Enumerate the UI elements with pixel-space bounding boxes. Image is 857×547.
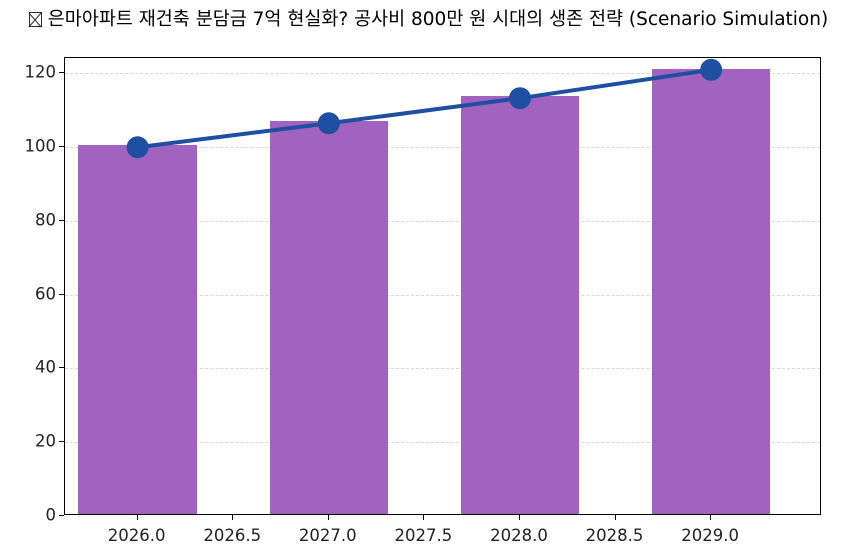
y-tick-label: 0 [45,505,57,525]
y-tick-label: 20 [35,431,56,451]
x-tick-mark [423,515,425,520]
x-tick-mark [327,515,329,520]
bar [78,145,197,514]
y-tick-label: 100 [24,136,57,156]
x-tick-label: 2027.5 [394,526,453,545]
x-tick-mark [518,515,520,520]
gridline [65,368,820,370]
y-tick-mark [59,72,64,74]
chart-title: 은마아파트 재건축 분담금 7억 현실화? 공사비 800만 원 시대의 생존 … [0,0,857,40]
y-tick-mark [59,293,64,295]
plot-area [64,57,821,515]
x-axis-tick-marks [64,515,821,521]
y-tick-mark [59,515,64,516]
x-tick-label: 2028.0 [490,526,548,545]
gridline [65,294,820,296]
y-tick-mark [59,146,64,148]
y-tick-label: 120 [24,62,57,82]
y-tick-mark [59,441,64,443]
bar [460,96,580,514]
bar [269,121,389,514]
y-tick-mark [59,219,64,221]
y-tick-label: 80 [35,210,56,230]
gridline [65,442,820,444]
plot-inner [65,58,820,514]
bar [651,68,771,514]
x-tick-mark [614,515,616,520]
x-tick-label: 2027.0 [298,526,357,545]
gridline [65,220,820,222]
x-tick-label: 2026.0 [107,526,166,545]
x-tick-label: 2026.5 [203,526,262,545]
y-tick-mark [59,367,64,369]
x-tick-label: 2028.5 [585,526,644,545]
x-axis-tick-labels: 2026.0 2026.5 2027.0 2027.5 2028.0 2028.5 2029… [64,515,821,547]
y-axis-tick-labels: 0 20 40 60 80 100 120 [0,57,57,525]
x-tick-label: 2029.0 [681,526,739,545]
x-tick-mark [232,515,234,520]
x-tick-mark [136,515,138,520]
y-tick-label: 40 [35,357,56,377]
missing-glyph-icon [28,12,42,27]
chart-title-text: 은마아파트 재건축 분담금 7억 현실화? 공사비 800만 원 시대의 생존 … [47,9,829,30]
trend-line [135,67,714,150]
x-tick-mark [710,515,712,520]
y-tick-label: 60 [35,284,56,304]
